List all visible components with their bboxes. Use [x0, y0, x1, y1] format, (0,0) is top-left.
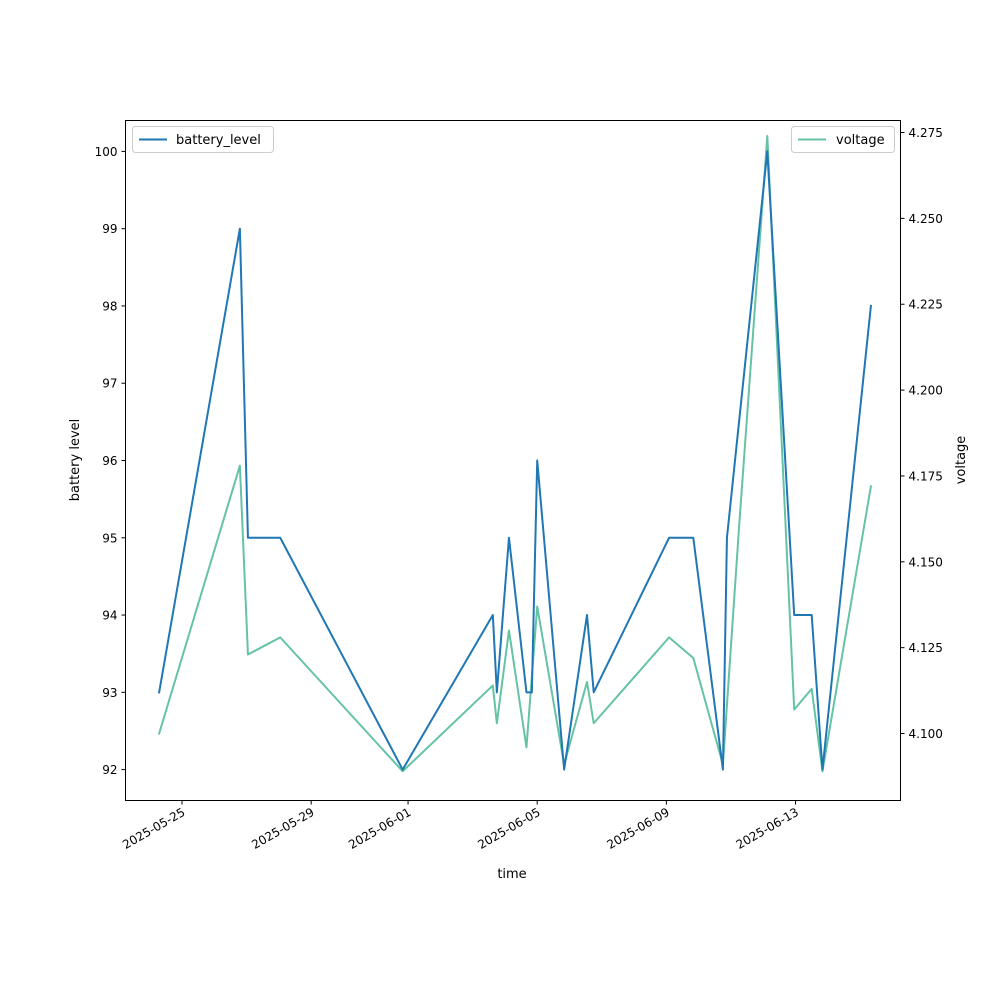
- legend-battery-box: [132, 126, 274, 153]
- left-y-tick-label: 98: [102, 299, 117, 313]
- right-y-tick-label: 4.250: [909, 212, 943, 226]
- left-y-tick-label: 96: [102, 454, 117, 468]
- left-y-tick-label: 100: [95, 145, 118, 159]
- x-axis: 2025-05-25 2025-05-29 2025-06-01 2025-06-05…: [120, 800, 801, 852]
- y2-axis-label: voltage: [954, 436, 969, 485]
- right-y-tick-label: 4.225: [909, 298, 943, 312]
- series-line-voltage: [157, 134, 873, 773]
- left-y-axis: 92 93 94 95 96 97 98 99 100: [95, 145, 126, 777]
- y-axis-label: battery level: [68, 419, 83, 502]
- x-axis-label: time: [497, 867, 526, 882]
- left-y-tick-label: 94: [102, 609, 117, 623]
- legend-battery-label: battery_level: [176, 133, 261, 148]
- x-tick-label: 2025-06-05: [475, 805, 542, 852]
- series-layer: [157, 134, 873, 773]
- left-y-tick-label: 93: [102, 686, 117, 700]
- left-y-tick-label: 95: [102, 531, 117, 545]
- left-y-tick-label: 92: [102, 763, 117, 777]
- x-tick-label: 2025-05-25: [120, 805, 187, 852]
- right-y-axis: 4.100 4.125 4.150 4.175 4.200 4.225 4.250 4.275: [900, 126, 943, 741]
- legend-voltage-label: voltage: [836, 133, 885, 148]
- x-tick-label: 2025-06-09: [604, 805, 671, 852]
- right-y-tick-label: 4.100: [909, 727, 943, 741]
- x-tick-label: 2025-06-01: [346, 805, 413, 852]
- x-tick-label: 2025-05-29: [249, 805, 316, 852]
- right-y-tick-label: 4.275: [909, 126, 943, 140]
- right-y-tick-label: 4.200: [909, 384, 943, 398]
- legend-voltage: voltage: [791, 126, 895, 153]
- legend-voltage-box: [791, 126, 895, 153]
- right-y-tick-label: 4.175: [909, 469, 943, 483]
- right-y-tick-label: 4.125: [909, 641, 943, 655]
- left-y-tick-label: 99: [102, 222, 117, 236]
- series-line-battery-level: [157, 150, 872, 771]
- right-y-tick-label: 4.150: [909, 555, 943, 569]
- x-tick-label: 2025-06-13: [734, 805, 801, 852]
- left-y-tick-label: 97: [102, 377, 117, 391]
- legend-battery: battery_level: [132, 126, 274, 153]
